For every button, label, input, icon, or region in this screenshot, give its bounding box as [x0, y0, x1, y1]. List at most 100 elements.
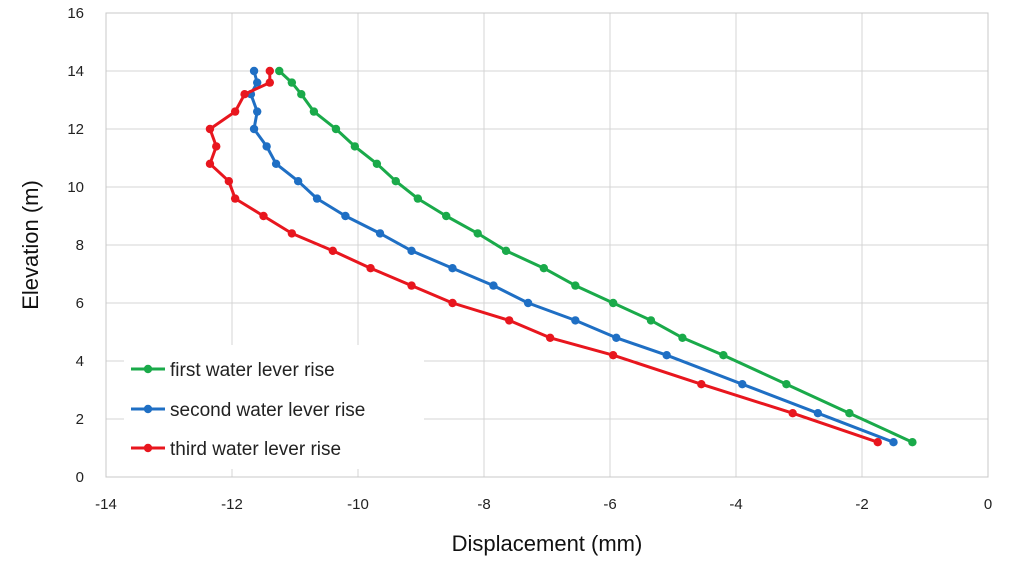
data-point: [523, 298, 533, 308]
data-point: [265, 78, 274, 87]
legend-label: second water lever rise: [170, 400, 365, 421]
series-layer: [205, 66, 917, 447]
data-point: [489, 281, 498, 290]
y-tick-label: 0: [76, 469, 84, 486]
data-point: [309, 107, 319, 116]
data-point: [249, 66, 259, 76]
data-point: [212, 142, 221, 151]
data-point: [341, 211, 350, 221]
data-point: [391, 177, 400, 186]
data-point: [612, 333, 621, 342]
data-point: [331, 124, 341, 134]
y-tick-label: 12: [67, 121, 84, 138]
data-point: [230, 107, 240, 116]
legend-swatch-marker: [143, 404, 153, 414]
x-tick-label: -10: [347, 496, 369, 513]
data-point: [697, 380, 706, 389]
data-point: [719, 351, 728, 360]
data-point: [571, 281, 580, 290]
data-point: [259, 211, 268, 221]
plot-area-frame: [105, 12, 989, 478]
data-point: [205, 124, 215, 134]
legend-item-1: first water lever rise: [131, 360, 335, 381]
series-1: [275, 66, 917, 447]
x-tick-label: -12: [221, 496, 243, 513]
data-point: [646, 316, 656, 325]
data-point: [287, 229, 297, 238]
data-point: [407, 246, 416, 255]
legend-item-3: third water lever rise: [131, 439, 341, 460]
y-tick-label: 2: [76, 411, 84, 428]
legend-background: [124, 345, 424, 469]
data-point: [889, 438, 898, 447]
data-point: [413, 194, 423, 203]
legend-label: third water lever rise: [170, 439, 341, 460]
data-point: [275, 66, 284, 76]
data-point: [328, 246, 337, 255]
data-point: [571, 316, 580, 325]
x-axis-ticks: -14 -12 -10 -8 -6 -4 -2 0: [95, 496, 992, 513]
legend-swatch-marker: [143, 443, 153, 453]
data-point: [366, 264, 375, 273]
y-tick-label: 4: [76, 353, 84, 370]
data-point: [372, 159, 382, 168]
data-point: [240, 90, 249, 99]
data-point: [442, 211, 451, 221]
series-3: [205, 66, 882, 447]
data-point: [845, 409, 854, 418]
x-tick-label: -4: [729, 496, 742, 513]
legend-item-2: second water lever rise: [131, 400, 365, 421]
data-point: [873, 438, 882, 447]
data-point: [782, 380, 791, 389]
x-tick-label: -2: [855, 496, 868, 513]
data-point: [788, 409, 797, 418]
data-point: [350, 142, 360, 151]
y-tick-label: 8: [76, 237, 84, 254]
data-point: [293, 177, 303, 186]
y-tick-label: 16: [67, 5, 84, 22]
legend-label: first water lever rise: [170, 360, 335, 381]
data-point: [678, 333, 687, 342]
x-tick-label: -6: [603, 496, 616, 513]
data-point: [608, 351, 618, 360]
data-point: [271, 159, 281, 168]
data-point: [230, 194, 240, 203]
legend: first water lever rise second water lever…: [131, 360, 365, 460]
y-tick-label: 14: [67, 63, 84, 80]
x-axis-title: Displacement (mm): [452, 531, 643, 556]
series-2: [246, 66, 898, 447]
data-point: [505, 316, 514, 325]
data-point: [662, 351, 671, 360]
data-point: [407, 281, 416, 290]
data-point: [738, 380, 747, 389]
data-point: [375, 229, 385, 238]
data-point: [253, 107, 262, 116]
x-tick-label: -14: [95, 496, 117, 513]
y-axis-ticks: 0 2 4 6 8 10 12 14 16: [67, 5, 84, 486]
data-point: [249, 124, 259, 134]
data-point: [297, 90, 306, 99]
data-point: [224, 177, 234, 186]
data-point: [262, 142, 271, 151]
data-point: [545, 333, 555, 342]
data-point: [205, 159, 215, 168]
data-point: [501, 246, 511, 255]
data-point: [287, 78, 297, 87]
x-tick-label: 0: [984, 496, 992, 513]
data-point: [473, 229, 482, 238]
data-point: [608, 298, 618, 308]
data-point: [539, 264, 549, 273]
y-axis-title: Elevation (m): [18, 180, 43, 310]
data-point: [448, 264, 457, 273]
data-point: [265, 66, 274, 76]
data-point: [813, 409, 823, 418]
data-point: [253, 78, 262, 87]
legend-swatch-marker: [143, 364, 153, 374]
data-point: [908, 438, 917, 447]
data-point: [312, 194, 322, 203]
data-point: [448, 298, 457, 308]
y-tick-label: 10: [67, 179, 84, 196]
x-tick-label: -8: [477, 496, 490, 513]
y-tick-label: 6: [76, 295, 84, 312]
